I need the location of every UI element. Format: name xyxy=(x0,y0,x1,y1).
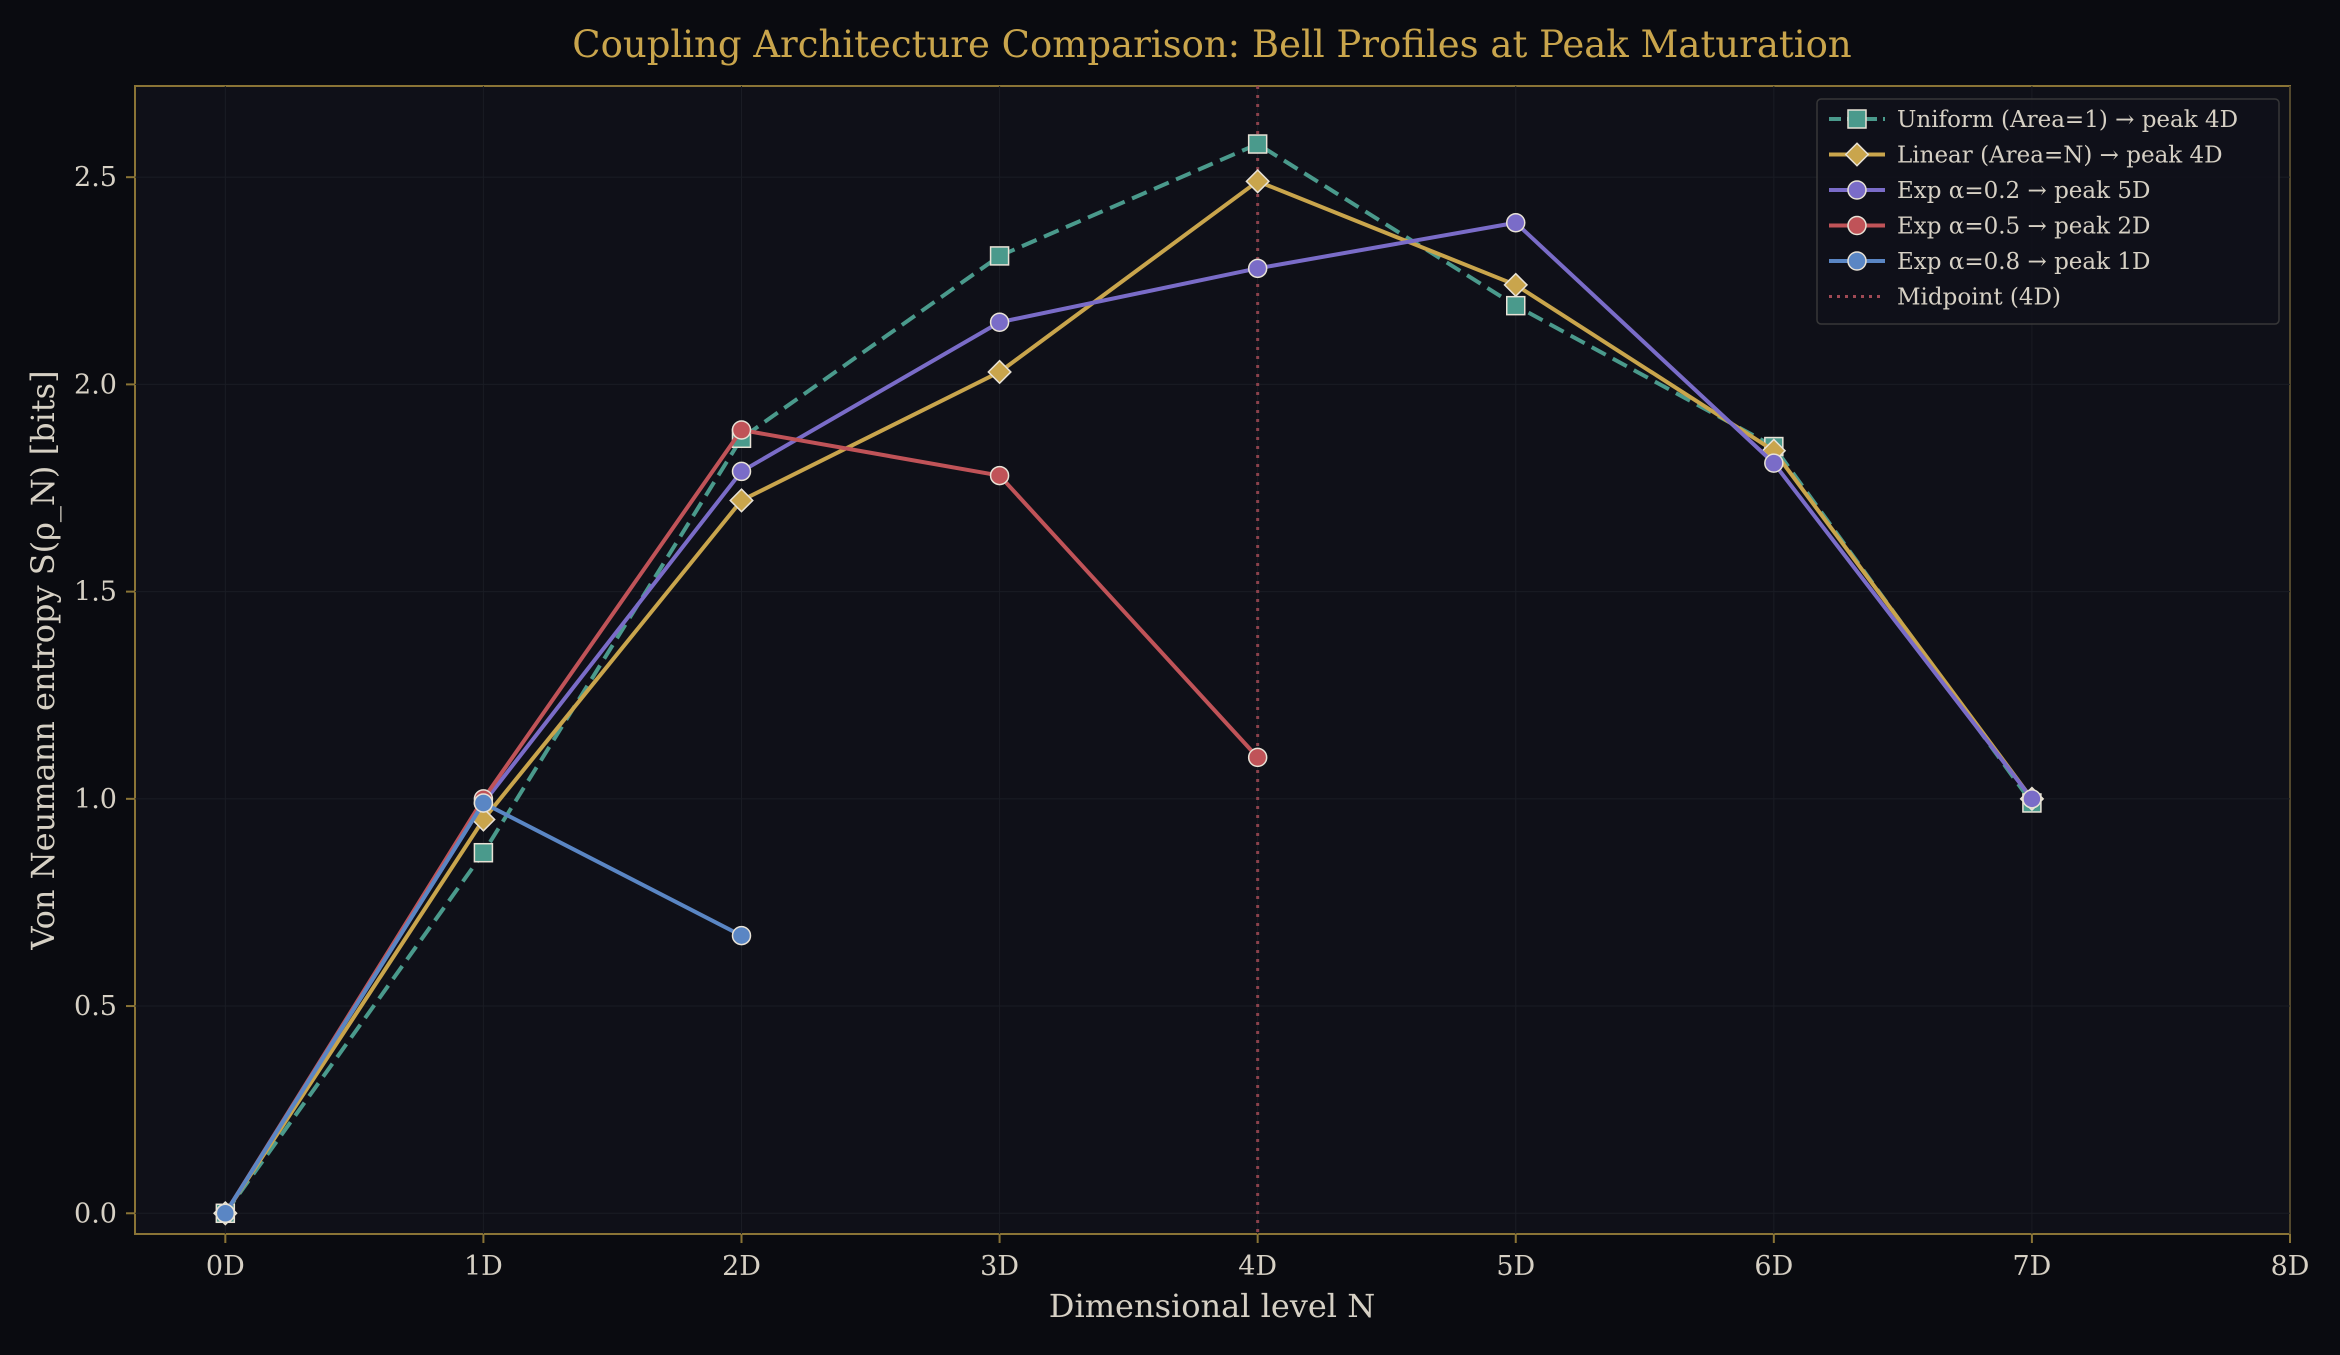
legend-swatch-marker xyxy=(1847,109,1867,129)
legend-swatch-marker xyxy=(1844,142,1870,167)
data-point xyxy=(1247,134,1268,154)
y-tick-label: 1.5 xyxy=(74,577,117,608)
y-tick-label: 2.5 xyxy=(74,162,117,193)
legend-label: Midpoint (4D) xyxy=(1897,285,2061,311)
y-tick-label: 0.0 xyxy=(74,1198,117,1229)
x-tick-label: 7D xyxy=(2013,1251,2052,1282)
data-point xyxy=(1247,747,1268,768)
data-point xyxy=(731,461,752,482)
data-point xyxy=(989,312,1010,332)
data-point xyxy=(2022,789,2042,809)
data-point xyxy=(731,420,752,440)
y-tick-label: 1.0 xyxy=(74,784,117,815)
x-tick-label: 1D xyxy=(464,1251,503,1282)
data-point xyxy=(989,246,1010,266)
legend-item: Exp α=0.5 → peak 2D xyxy=(1829,214,2150,240)
x-tick-label: 3D xyxy=(980,1251,1019,1282)
legend-item: Uniform (Area=1) → peak 4D xyxy=(1829,107,2238,133)
data-point xyxy=(1503,272,1529,298)
legend-item: Linear (Area=N) → peak 4D xyxy=(1829,142,2223,169)
data-point xyxy=(1247,258,1268,279)
legend-item: Midpoint (4D) xyxy=(1829,285,2061,311)
data-point xyxy=(989,465,1010,486)
data-point xyxy=(1245,169,1270,194)
data-point xyxy=(1505,295,1526,316)
data-point xyxy=(729,488,754,513)
x-tick-label: 8D xyxy=(2271,1251,2310,1282)
y-axis-ticks: 0.0 0.5 1.0 1.5 2.0 2.5 xyxy=(74,162,135,1229)
legend-item: Exp α=0.2 → peak 5D xyxy=(1829,178,2150,204)
data-point xyxy=(473,793,494,813)
series-line xyxy=(223,220,2034,1215)
legend-swatch-marker xyxy=(1847,180,1867,200)
data-point xyxy=(473,842,494,863)
y-tick-label: 0.5 xyxy=(74,991,117,1022)
y-axis-label: Von Neumann entropy S(ρ_N) [bits] xyxy=(24,370,62,950)
series-5 xyxy=(215,793,752,1224)
legend: Uniform (Area=1) → peak 4D Linear (Area=N… xyxy=(1816,98,2280,325)
x-tick-label: 4D xyxy=(1238,1251,1277,1282)
legend-label: Exp α=0.5 → peak 2D xyxy=(1897,214,2150,240)
y-tick-label: 2.0 xyxy=(74,369,117,400)
data-point xyxy=(987,359,1012,385)
x-tick-label: 2D xyxy=(722,1251,761,1282)
data-point xyxy=(215,1203,236,1224)
legend-item: Exp α=0.8 → peak 1D xyxy=(1829,249,2150,275)
x-tick-label: 5D xyxy=(1496,1251,1535,1282)
legend-label: Exp α=0.8 → peak 1D xyxy=(1897,249,2150,275)
series-layer xyxy=(213,134,2045,1226)
legend-swatch-marker xyxy=(1847,251,1867,271)
chart-title: Coupling Architecture Comparison: Bell P… xyxy=(572,23,1851,66)
data-point xyxy=(1505,213,1526,233)
legend-swatch-marker xyxy=(1847,215,1867,236)
x-tick-label: 6D xyxy=(1754,1251,1793,1282)
x-axis-ticks: 0D 1D 2D 3D 4D 5D 6D 7D 8D xyxy=(206,1234,2309,1282)
x-tick-label: 0D xyxy=(206,1251,245,1282)
x-axis-label: Dimensional level N xyxy=(1049,1287,1375,1325)
data-point xyxy=(731,925,752,946)
legend-label: Linear (Area=N) → peak 4D xyxy=(1897,143,2223,169)
legend-label: Uniform (Area=1) → peak 4D xyxy=(1897,107,2238,133)
legend-label: Exp α=0.2 → peak 5D xyxy=(1897,178,2150,204)
legend-box xyxy=(1816,98,2280,325)
data-point xyxy=(1764,453,1784,473)
